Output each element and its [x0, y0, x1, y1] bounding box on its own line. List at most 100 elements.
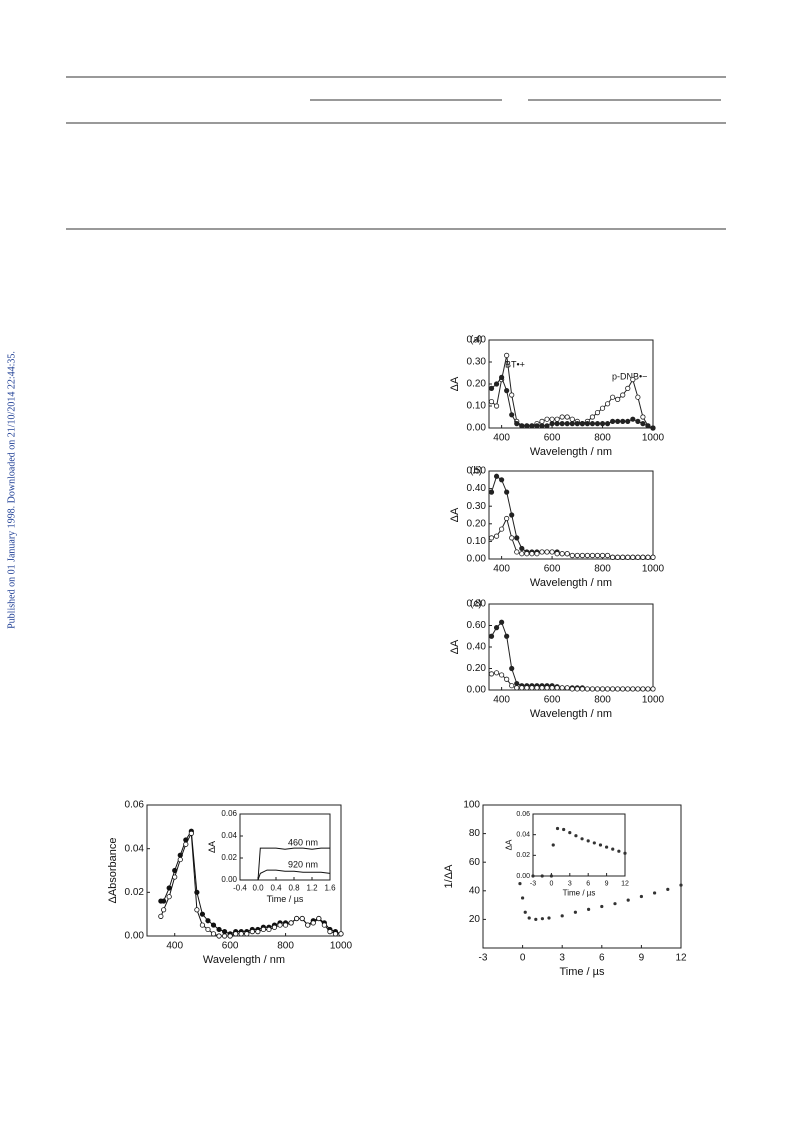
y-tick-label: 0.00: [467, 423, 487, 434]
data-point: [586, 839, 590, 843]
data-point: [222, 929, 228, 935]
x-tick-label: 0: [520, 953, 526, 964]
data-point: [592, 841, 596, 845]
data-point: [544, 549, 550, 555]
x-tick-label: -3: [530, 880, 536, 887]
data-point: [589, 552, 596, 559]
data-point: [277, 922, 283, 928]
x-tick-label: 1.6: [324, 884, 336, 893]
x-tick-label: -3: [479, 953, 488, 964]
data-point: [183, 841, 189, 847]
data-point: [188, 830, 194, 836]
data-point: [574, 552, 580, 559]
data-point: [645, 554, 651, 560]
data-point: [594, 552, 601, 559]
data-point: [564, 414, 570, 420]
data-point: [299, 915, 305, 922]
data-point: [554, 685, 560, 691]
data-point: [504, 515, 510, 522]
data-point: [499, 526, 505, 532]
series-line: [160, 829, 342, 935]
data-point: [518, 882, 522, 886]
data-point: [554, 551, 560, 557]
data-point: [559, 685, 565, 691]
download-note: Published on 01 January 1998. Downloaded…: [6, 351, 17, 629]
y-tick-label: 60: [469, 857, 481, 868]
y-tick-label: 0.00: [125, 931, 145, 942]
data-point: [514, 685, 520, 691]
x-axis-label: Time / µs: [267, 894, 304, 904]
data-point: [569, 420, 575, 427]
data-point: [610, 554, 616, 560]
data-point: [499, 672, 505, 678]
x-axis-label: Wavelength / nm: [530, 708, 612, 720]
data-point: [666, 887, 670, 891]
data-point: [640, 554, 646, 560]
data-point: [519, 545, 525, 552]
data-point: [540, 917, 545, 921]
y-tick-label: 80: [469, 828, 481, 839]
x-axis-label: Wavelength / nm: [203, 954, 285, 966]
data-point: [493, 381, 500, 387]
data-point: [559, 551, 565, 557]
data-point: [620, 554, 626, 560]
data-point: [679, 883, 683, 887]
data-point: [560, 914, 564, 918]
data-point: [554, 416, 560, 422]
y-tick-label: 0.30: [467, 357, 487, 368]
panel-label: (a): [470, 335, 482, 346]
y-tick-label: 0.00: [221, 875, 237, 884]
data-point: [586, 907, 591, 911]
data-point: [266, 926, 272, 933]
data-point: [630, 686, 636, 692]
data-point: [338, 931, 344, 937]
x-tick-label: 3: [568, 880, 572, 887]
y-tick-label: 0.02: [221, 853, 237, 862]
data-point: [551, 843, 555, 847]
data-point: [594, 409, 601, 416]
data-point: [222, 933, 228, 939]
y-tick-label: 0.02: [516, 852, 530, 859]
data-point: [504, 387, 510, 394]
x-tick-label: 400: [493, 695, 510, 706]
data-point: [488, 535, 495, 541]
data-point: [194, 907, 200, 913]
data-point: [504, 489, 510, 495]
y-tick-label: 0.02: [125, 887, 145, 898]
x-axis-label: Wavelength / nm: [530, 446, 612, 458]
annotation: p-DNB•−: [612, 371, 647, 381]
y-tick-label: 0.40: [467, 483, 487, 494]
data-point: [604, 401, 611, 407]
data-point: [549, 874, 554, 878]
x-tick-label: 600: [544, 433, 561, 444]
y-tick-label: 0.30: [467, 501, 487, 512]
x-tick-label: 12: [621, 880, 629, 887]
data-point: [559, 420, 565, 427]
data-point: [620, 686, 626, 692]
x-tick-label: 1.2: [306, 884, 318, 893]
data-point: [534, 685, 540, 691]
x-tick-label: 12: [675, 953, 687, 964]
data-point: [640, 420, 646, 427]
data-point: [544, 685, 550, 691]
data-point: [210, 922, 217, 928]
data-point: [599, 420, 606, 427]
data-point: [564, 551, 570, 557]
data-point: [504, 633, 510, 639]
data-point: [615, 396, 621, 402]
series-line: [491, 621, 653, 690]
y-tick-label: 0.40: [467, 642, 487, 653]
data-point: [238, 931, 244, 937]
data-point: [555, 826, 560, 831]
y-tick-label: 40: [469, 885, 481, 896]
data-point: [488, 633, 495, 639]
data-point: [499, 477, 505, 483]
plot-frame: [488, 470, 654, 560]
x-axis-label: Time / µs: [559, 966, 605, 978]
data-point: [650, 686, 656, 692]
data-point: [534, 423, 540, 429]
series-line: [160, 831, 341, 937]
data-point: [509, 392, 515, 398]
y-tick-label: 0.20: [467, 518, 487, 529]
